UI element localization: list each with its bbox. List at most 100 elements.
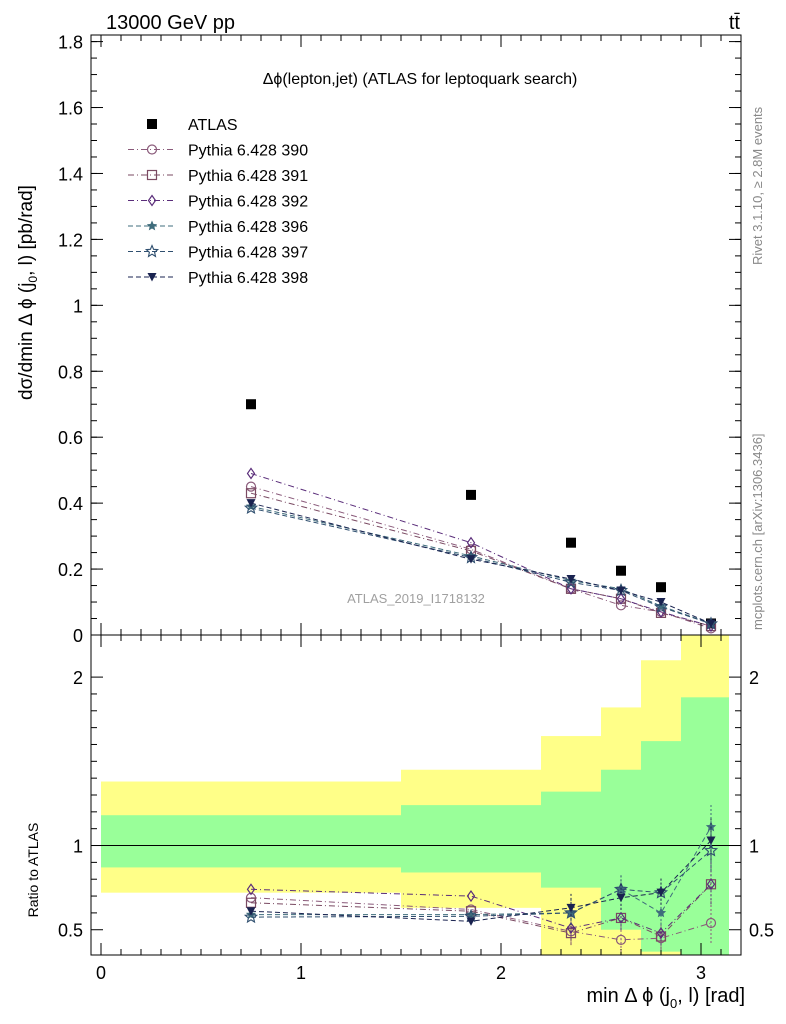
data-point-p390 [615, 600, 627, 611]
legend-marker-p391 [146, 169, 158, 181]
x-tick-label: 0 [96, 963, 106, 983]
main-ylabel: dσ/dmin Δ ϕ (j0, l) [pb/rad] [16, 185, 40, 400]
ratio-line-p397 [250, 850, 712, 918]
uncertainty-band-green [541, 791, 601, 888]
data-point-data [566, 537, 576, 548]
main-y-tick-label: 1 [73, 296, 83, 316]
data-point-p397 [563, 574, 579, 589]
data-point-p392 [246, 467, 256, 480]
legend-label-p392: Pythia 6.428 392 [188, 194, 308, 211]
data-point-p398 [656, 598, 666, 607]
data-point-p398 [466, 555, 476, 564]
ratio-point-p392 [616, 911, 626, 924]
ratio-point-p398 [566, 903, 576, 913]
data-point-p398 [706, 619, 716, 628]
ratio-line-p390 [250, 897, 712, 941]
data-point-p392 [656, 605, 666, 618]
data-point-p397 [243, 500, 259, 515]
ratio-y-tick-label-right: 0.5 [749, 921, 774, 941]
ratio-point-p398 [246, 907, 256, 916]
ratio-y-tick-label-right: 2 [749, 668, 759, 688]
main-y-tick-label: 0.6 [58, 428, 83, 448]
ratio-y-tick-label: 0.5 [58, 921, 83, 941]
ratio-point-p390 [615, 934, 627, 945]
ratio-point-p396 [655, 907, 667, 918]
ratio-y-tick-label: 1 [73, 837, 83, 857]
uncertainty-band-green [601, 769, 641, 930]
legend: ATLAS Pythia 6.428 390 Pythia 6.428 391 Pyt… [128, 117, 308, 287]
series-line-p398 [250, 502, 712, 624]
main-y-tick-label: 0.2 [58, 560, 83, 580]
x-tick-label: 1 [296, 963, 306, 983]
data-point-data [246, 399, 256, 410]
ratio-point-p398 [656, 888, 666, 898]
main-y-tick-label: 1.2 [58, 230, 83, 250]
ratio-ylabel: Ratio to ATLAS [25, 823, 41, 918]
data-point-p392 [566, 582, 576, 595]
ratio-point-p392 [656, 927, 666, 940]
ratio-point-p398 [466, 917, 476, 926]
data-point-p398 [246, 499, 256, 508]
series-line-p392 [250, 473, 712, 627]
ratio-point-p392 [706, 878, 716, 891]
ratio-point-p390 [705, 917, 717, 929]
legend-label-data: ATLAS [188, 117, 238, 134]
legend-marker-p390 [146, 144, 158, 155]
legend-label-p397: Pythia 6.428 397 [188, 245, 308, 262]
ratio-point-p398 [706, 836, 716, 845]
mcplots-label: mcplots.cern.ch [arXiv:1306.3436] [750, 433, 765, 630]
legend-marker-p392 [147, 194, 157, 207]
legend-label-p391: Pythia 6.428 391 [188, 168, 308, 185]
legend-marker-p398 [147, 273, 157, 282]
ratio-point-p392 [466, 890, 476, 903]
ratio-point-p398 [616, 893, 626, 903]
data-point-p397 [653, 599, 669, 613]
main-panel: 0 0.2 0.4 0.6 0.8 1 1.2 1.4 1.6 1.8 [58, 33, 742, 646]
data-point-p391 [245, 488, 257, 499]
main-y-tick-label: 0 [73, 626, 83, 646]
legend-label-p390: Pythia 6.428 390 [188, 143, 308, 160]
data-point-data [466, 489, 476, 500]
header-process-label: tt̄ [729, 12, 741, 34]
analysis-watermark: ATLAS_2019_I1718132 [347, 591, 485, 606]
x-tick-label: 2 [496, 963, 506, 983]
ratio-y-tick-label-right: 1 [749, 837, 759, 857]
ratio-panel: 0 1 2 3 0.5 0.5 1 1 2 2 [58, 35, 774, 983]
ratio-line-p391 [250, 883, 712, 938]
ratio-point-p397 [703, 843, 719, 857]
data-point-p398 [566, 574, 576, 584]
main-y-tick-label: 0.8 [58, 362, 83, 382]
legend-label-p396: Pythia 6.428 396 [188, 219, 308, 236]
ratio-point-p392 [246, 883, 256, 896]
ratio-point-p392 [566, 922, 576, 935]
series-line-p390 [250, 486, 712, 629]
legend-marker-p397 [144, 244, 160, 258]
data-point-p390 [245, 481, 257, 492]
main-y-tick-label: 1.8 [58, 33, 83, 53]
main-y-tick-label: 1.6 [58, 99, 83, 119]
data-point-data [656, 582, 666, 593]
uncertainty-band-green [101, 815, 401, 868]
ratio-y-tick-label: 2 [73, 668, 83, 688]
data-point-data [616, 565, 626, 576]
main-y-tick-label: 0.4 [58, 494, 83, 514]
data-point-p392 [466, 536, 476, 549]
uncertainty-band-green [401, 805, 541, 873]
legend-marker-data [147, 119, 157, 129]
ratio-xlabel: min Δ ϕ (j0, l) [rad] [587, 985, 746, 1011]
ratio-point-p396 [705, 821, 717, 832]
uncertainty-band-green [681, 697, 729, 955]
data-point-p398 [616, 586, 626, 595]
ratio-line-p398 [250, 840, 712, 922]
legend-label-p398: Pythia 6.428 398 [188, 270, 308, 287]
rivet-version-label: Rivet 3.1.10, ≥ 2.8M events [750, 106, 765, 265]
data-point-p392 [616, 592, 626, 605]
main-panel-title: Δϕ(lepton,jet) (ATLAS for leptoquark sea… [263, 71, 578, 88]
header-energy-label: 13000 GeV pp [106, 12, 235, 34]
ratio-line-p392 [250, 883, 712, 934]
x-tick-label: 3 [696, 963, 706, 983]
ratio-point-p397 [243, 909, 259, 924]
series-line-p397 [250, 507, 712, 625]
main-y-tick-label: 1.4 [58, 164, 83, 184]
